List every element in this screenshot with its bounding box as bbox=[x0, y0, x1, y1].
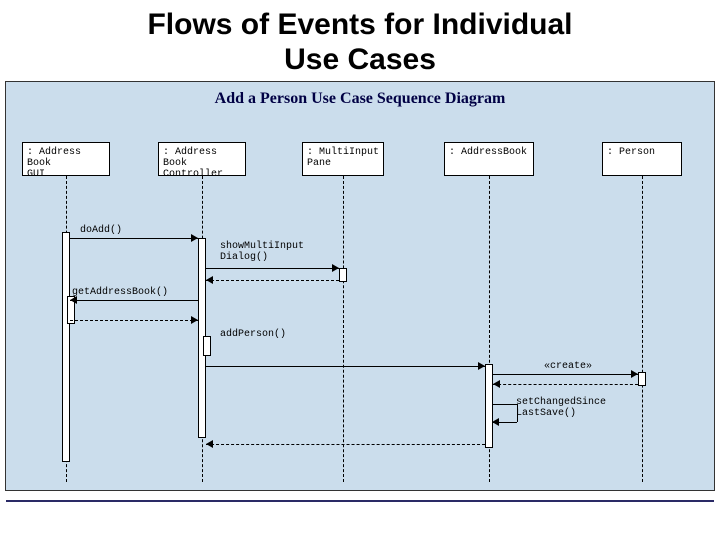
activation-gui-0 bbox=[62, 232, 70, 462]
slide-title-text: Flows of Events for IndividualUse Cases bbox=[147, 8, 572, 76]
activation-pane-4 bbox=[339, 268, 347, 282]
message-label-3: getAddressBook() bbox=[72, 288, 168, 299]
message-head-1 bbox=[332, 264, 339, 272]
message-line-9 bbox=[206, 444, 485, 445]
activation-controller-3 bbox=[203, 336, 211, 356]
lifeline-person bbox=[642, 176, 643, 482]
footer-rule bbox=[6, 500, 714, 502]
message-head-2 bbox=[206, 276, 213, 284]
activation-person-6 bbox=[638, 372, 646, 386]
participant-person: : Person bbox=[602, 142, 682, 176]
participant-controller: : Address BookController bbox=[158, 142, 246, 176]
message-line-3 bbox=[70, 300, 198, 301]
message-head-0 bbox=[191, 234, 198, 242]
diagram-title-text: Add a Person Use Case Sequence Diagram bbox=[215, 90, 506, 107]
activation-book-5 bbox=[485, 364, 493, 448]
participant-pane: : MultiInputPane bbox=[302, 142, 384, 176]
message-label-5: addPerson() bbox=[220, 330, 286, 341]
message-line-0 bbox=[70, 238, 198, 239]
message-head-5 bbox=[478, 362, 485, 370]
message-label-1: showMultiInputDialog() bbox=[220, 242, 304, 263]
message-head-7 bbox=[493, 380, 500, 388]
participant-gui: : Address BookGUI bbox=[22, 142, 110, 176]
message-line-4 bbox=[70, 320, 198, 321]
message-label-0: doAdd() bbox=[80, 226, 122, 237]
message-line-7 bbox=[493, 384, 638, 385]
diagram-title: Add a Person Use Case Sequence Diagram bbox=[6, 90, 714, 108]
message-label-6: «create» bbox=[544, 362, 592, 373]
message-line-1 bbox=[206, 268, 339, 269]
self-msg-head-8 bbox=[492, 418, 499, 426]
message-line-6 bbox=[493, 374, 638, 375]
message-label-8: setChangedSinceLastSave() bbox=[516, 398, 606, 419]
message-head-9 bbox=[206, 440, 213, 448]
slide-title: Flows of Events for IndividualUse Cases bbox=[0, 0, 720, 81]
message-line-2 bbox=[206, 280, 339, 281]
lifeline-pane bbox=[343, 176, 344, 482]
message-line-5 bbox=[206, 366, 485, 367]
self-msg-top-8 bbox=[493, 404, 517, 405]
message-head-6 bbox=[631, 370, 638, 378]
participant-book: : AddressBook bbox=[444, 142, 534, 176]
message-head-4 bbox=[191, 316, 198, 324]
sequence-diagram: Add a Person Use Case Sequence Diagram :… bbox=[5, 81, 715, 491]
